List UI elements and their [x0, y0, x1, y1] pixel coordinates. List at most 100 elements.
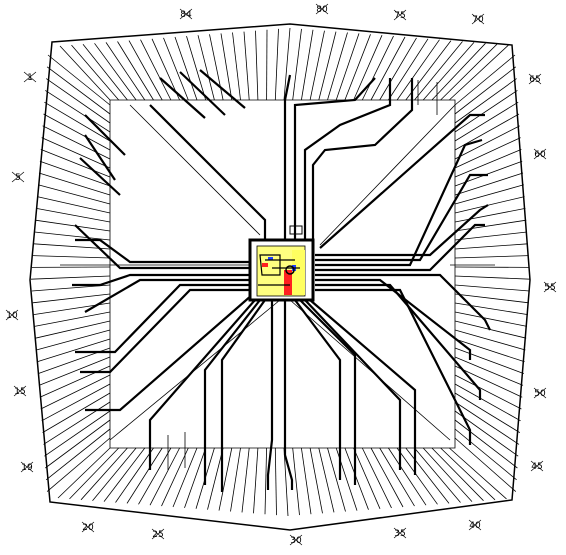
lead-finger: [43, 113, 111, 151]
lead-finger: [33, 243, 111, 250]
lead-finger: [197, 35, 215, 101]
pin-label-cross-mark: [533, 148, 547, 160]
pin-label-30: 30: [290, 536, 302, 546]
pin-label-45: 45: [531, 462, 542, 472]
lead-finger: [370, 447, 404, 508]
lead-finger: [454, 125, 520, 160]
lead-finger: [42, 392, 111, 433]
lead-finger: [41, 137, 111, 169]
pin-label-cross-mark: [543, 281, 557, 293]
lead-finger: [32, 293, 111, 304]
lead-fingers-right: [454, 54, 531, 492]
die-internal-wiring: [258, 254, 300, 286]
pin-label-cross-mark: [468, 519, 482, 531]
lead-finger: [218, 447, 233, 511]
pin-label-84: 84: [180, 10, 192, 20]
lead-finger: [36, 208, 111, 223]
lead-finger: [318, 447, 335, 513]
lead-finger: [37, 196, 111, 214]
die-via: [285, 265, 295, 275]
pin-label-15: 15: [14, 387, 25, 397]
lead-finger: [388, 38, 429, 101]
lead-finger: [396, 447, 438, 505]
lead-finger: [292, 28, 302, 101]
lead-finger: [42, 125, 111, 160]
lead-finger: [454, 311, 528, 327]
bond-ring: [109, 99, 456, 449]
lead-finger: [431, 447, 484, 501]
lead-finger: [115, 447, 154, 503]
lead-finger: [318, 31, 337, 101]
lead-finger: [44, 410, 111, 457]
lead-finger: [140, 39, 172, 101]
lead-finger: [35, 320, 111, 339]
lead-finger: [454, 184, 524, 205]
lead-finger: [454, 428, 517, 481]
lead-finger: [344, 447, 369, 510]
lead-finger: [361, 447, 392, 509]
lead-finger: [82, 43, 128, 101]
lead-finger: [36, 329, 111, 351]
lead-finger: [454, 338, 525, 363]
lead-finger: [230, 447, 241, 512]
lead-finger: [174, 36, 198, 101]
lead-finger: [264, 447, 267, 515]
lead-finger: [163, 37, 189, 101]
lead-finger: [138, 447, 172, 505]
lead-finger: [209, 34, 224, 101]
lead-finger: [454, 255, 529, 259]
pin-label-60: 60: [534, 150, 546, 160]
pin-label-19: 19: [21, 463, 33, 473]
pin-label-50: 50: [534, 389, 546, 399]
lead-finger: [92, 447, 137, 501]
pin-label-70: 70: [472, 15, 484, 25]
pin-label-cross-mark: [315, 3, 329, 15]
pin-label-5: 5: [15, 173, 21, 183]
lead-finger: [37, 338, 111, 363]
pin-label-20: 20: [82, 523, 94, 533]
lead-finger: [454, 437, 517, 492]
lead-finger: [35, 219, 111, 232]
lead-finger: [327, 32, 348, 101]
lead-finger: [405, 447, 450, 504]
lead-finger: [454, 410, 519, 457]
lead-finger: [396, 39, 440, 101]
die-red-block-2: [262, 263, 268, 267]
lead-finger: [255, 30, 259, 101]
pin-label-35: 35: [394, 529, 405, 539]
pin-label-cross-mark: [11, 171, 25, 183]
lead-finger: [59, 45, 111, 101]
lead-finger: [454, 243, 528, 250]
lead-finger: [94, 43, 137, 101]
lead-finger: [80, 447, 128, 501]
pin-label-cross-mark: [179, 8, 193, 20]
lead-finger: [454, 329, 526, 351]
lead-finger: [344, 34, 371, 101]
lead-finger: [454, 347, 524, 374]
pin-label-40: 40: [469, 521, 481, 531]
lead-finger: [184, 447, 207, 509]
thin-wires: [60, 80, 495, 470]
lead-finger: [30, 275, 111, 280]
lead-finger: [454, 401, 520, 445]
pin-label-cross-mark: [393, 527, 407, 539]
lead-finger: [379, 37, 417, 101]
bond-wires: [72, 69, 491, 492]
die-core-yellow-right: [292, 250, 305, 295]
lead-finger: [449, 44, 509, 101]
lead-finger: [40, 374, 111, 410]
pin-label-80: 80: [316, 5, 328, 15]
pin-label-cross-mark: [5, 309, 19, 321]
lead-finger: [454, 284, 530, 292]
lead-finger: [151, 38, 180, 101]
lead-finger: [243, 31, 250, 101]
lead-finger: [454, 208, 526, 223]
lead-finger: [454, 356, 524, 386]
lead-finger: [37, 184, 111, 205]
lead-finger: [309, 447, 323, 514]
lead-finger: [414, 447, 461, 503]
package-outline: [29, 23, 531, 531]
pin-label-65: 65: [529, 75, 540, 85]
lead-finger: [388, 447, 427, 506]
